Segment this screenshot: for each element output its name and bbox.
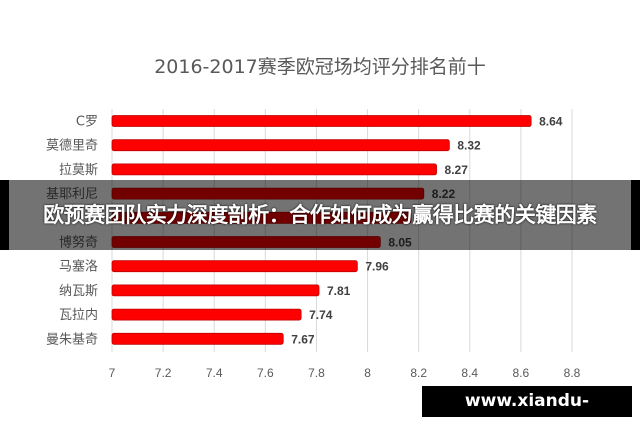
bar — [111, 284, 320, 297]
category-label: 纳瓦斯 — [59, 284, 98, 299]
bar — [111, 139, 450, 152]
banner-headline: 欧预赛团队实力深度剖析：合作如何成为赢得比赛的关键因素 — [43, 203, 597, 227]
data-label: 7.81 — [327, 284, 351, 298]
bar — [111, 332, 284, 345]
data-label: 7.96 — [365, 260, 389, 274]
watermark: www.xiandu-china.com — [422, 386, 632, 442]
chart-title: 2016-2017赛季欧冠场均评分排名前十 — [154, 56, 486, 78]
x-tick-label: 8.8 — [564, 366, 581, 380]
category-label: 曼朱基奇 — [46, 331, 98, 347]
category-label: 马塞洛 — [59, 259, 98, 275]
x-tick-label: 7 — [109, 366, 116, 380]
bar — [111, 308, 302, 321]
data-label: 8.32 — [457, 139, 481, 153]
x-tick-label: 7.8 — [308, 366, 325, 380]
x-tick-label: 8.4 — [461, 366, 478, 380]
bar — [111, 163, 437, 176]
category-label: 拉莫斯 — [59, 163, 98, 178]
bar — [111, 260, 358, 273]
bar — [111, 115, 532, 127]
category-label: C罗 — [76, 115, 98, 130]
category-label: 瓦拉内 — [59, 307, 98, 323]
data-label: 7.74 — [309, 308, 333, 322]
category-label: 莫德里奇 — [46, 138, 98, 154]
headline-banner: 欧预赛团队实力深度剖析：合作如何成为赢得比赛的关键因素 — [0, 180, 640, 250]
x-tick-label: 7.2 — [155, 366, 172, 380]
data-label: 7.67 — [291, 332, 315, 346]
x-tick-label: 8.6 — [513, 366, 530, 380]
x-tick-label: 7.6 — [257, 366, 274, 380]
banner-edge-right — [631, 180, 640, 250]
banner-edge-left — [0, 180, 9, 250]
x-tick-label: 7.4 — [206, 366, 223, 380]
data-label: 8.64 — [539, 115, 563, 129]
x-tick-label: 8 — [364, 366, 371, 380]
data-label: 8.27 — [445, 163, 469, 177]
x-tick-label: 8.2 — [410, 366, 427, 380]
